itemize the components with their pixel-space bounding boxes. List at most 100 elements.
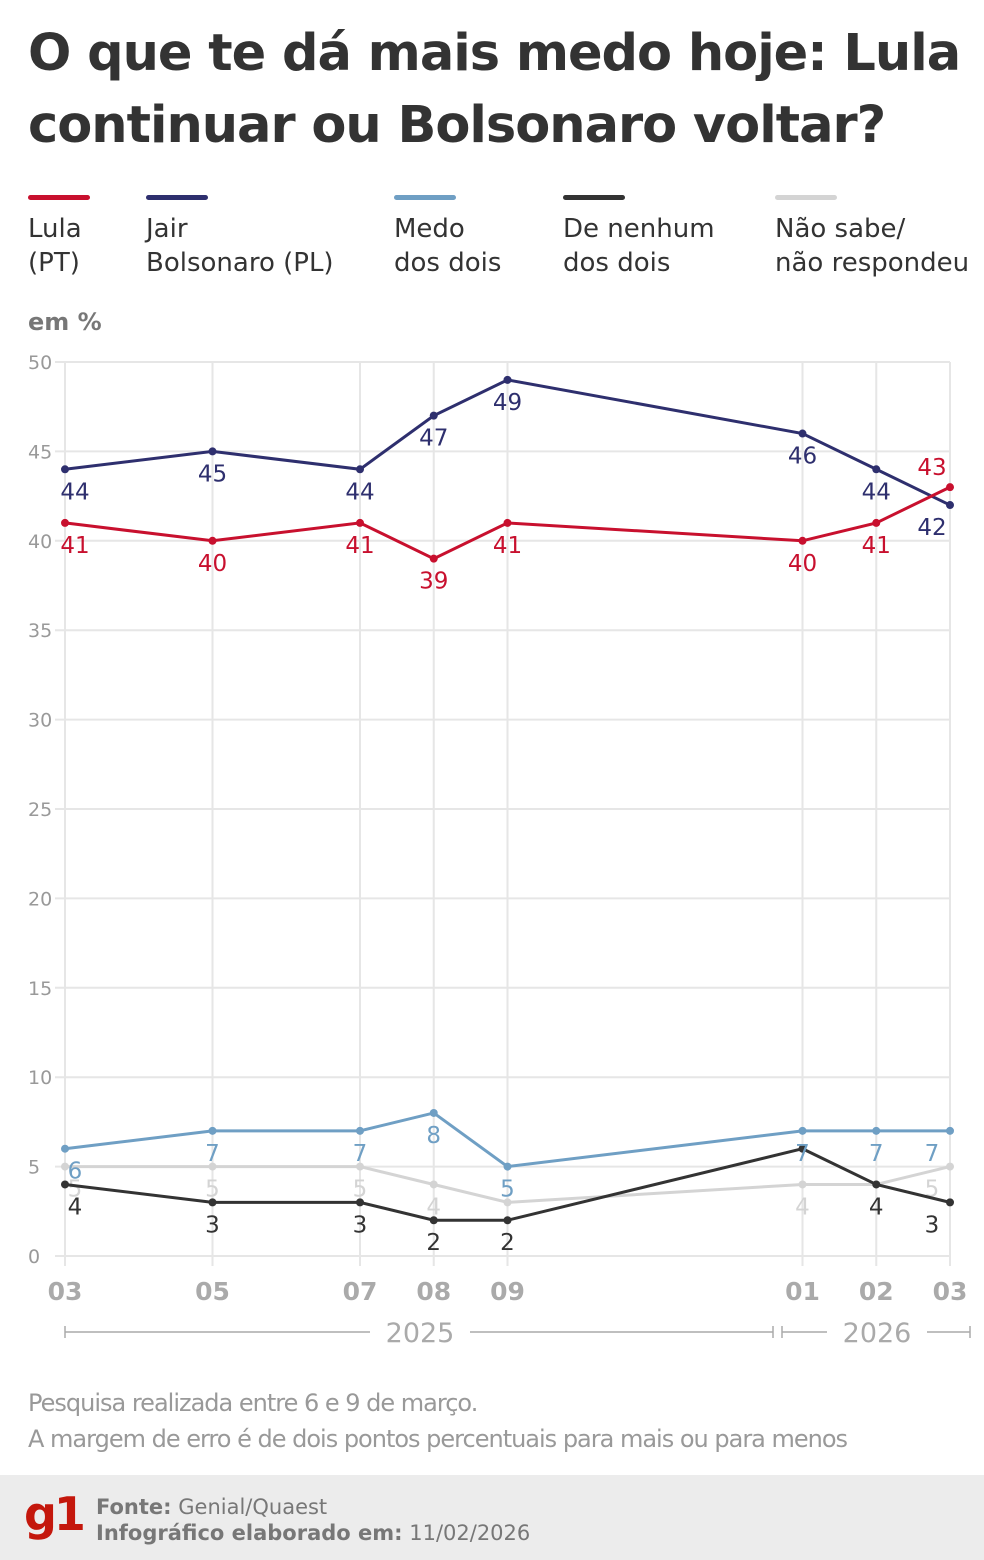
value-label: 4 [426,1194,441,1220]
point [356,465,364,474]
value-label: 43 [917,455,946,481]
point [429,1108,438,1117]
value-label: 8 [426,1123,441,1149]
point [356,518,364,527]
x-tick-label: 09 [490,1277,525,1306]
point [356,1126,364,1135]
value-label: 46 [788,444,817,470]
point [872,518,881,527]
notes: Pesquisa realizada entre 6 e 9 de março.… [28,1385,848,1457]
x-tick-label: 05 [195,1277,230,1306]
value-label: 47 [419,426,448,452]
legend-swatch [146,195,208,200]
value-label: 7 [925,1141,940,1167]
logo: g1 [24,1487,86,1541]
point [503,1216,512,1225]
point [208,1162,217,1171]
value-label: 3 [205,1212,220,1238]
x-tick-label: 07 [343,1277,378,1306]
value-label: 41 [345,533,374,559]
value-label: 44 [60,479,89,505]
legend-item: Medo dos dois [394,195,501,280]
point [61,1162,69,1171]
value-label: 40 [788,551,817,577]
series-line [64,1111,950,1169]
value-label: 7 [353,1141,368,1167]
x-tick-label: 03 [933,1277,968,1306]
y-tick-label: 0 [28,1246,40,1268]
y-tick-label: 50 [28,352,52,374]
point [356,1162,364,1171]
point [872,1180,881,1189]
point [946,501,954,510]
point [208,536,217,545]
y-tick-label: 20 [28,888,52,910]
y-tick-label: 30 [28,710,52,732]
value-label: 5 [353,1177,368,1203]
point [429,411,438,420]
legend-swatch [394,195,456,200]
y-tick-label: 15 [28,978,52,1000]
source: Genial/Quaest [178,1495,328,1519]
value-label: 2 [500,1230,515,1256]
series-line [64,485,951,561]
point [61,518,69,527]
legend-item: Jair Bolsonaro (PL) [146,195,334,280]
value-label: 42 [917,515,946,541]
y-tick-label: 35 [28,620,52,642]
x-tick-label: 03 [48,1277,83,1306]
series-line [65,1165,951,1204]
legend-label: Não sabe/ não respondeu [775,214,970,278]
x-tick-label: 08 [416,1277,451,1306]
value-label: 44 [862,479,891,505]
value-label: 3 [353,1212,368,1238]
value-label: 39 [419,569,448,595]
y-tick-label: 40 [28,531,52,553]
point [429,1216,438,1225]
legend-swatch [563,195,625,200]
point [429,554,438,563]
point [798,1126,807,1135]
point [946,1126,954,1135]
date: 11/02/2026 [409,1521,531,1545]
value-label: 2 [426,1230,441,1256]
value-label: 41 [60,533,89,559]
value-label: 4 [68,1194,83,1220]
point [61,1180,69,1189]
point [798,536,807,545]
x-tick-label: 01 [785,1277,820,1306]
point [208,1198,217,1207]
year-label: 2026 [843,1318,912,1349]
point [208,447,217,456]
note: A margem de erro é de dois pontos percen… [28,1425,848,1453]
point [61,465,69,474]
point [798,429,807,438]
source-line: Fonte: Genial/Quaest [96,1495,327,1519]
date-line: Infográfico elaborado em: 11/02/2026 [96,1521,530,1545]
point [946,1162,954,1171]
point [872,1126,881,1135]
point [208,1126,217,1135]
value-label: 4 [869,1194,884,1220]
legend-item: De nenhum dos dois [563,195,715,280]
value-label: 5 [68,1177,83,1203]
value-label: 7 [869,1141,884,1167]
series-line [64,378,951,507]
footer: g1 Fonte: Genial/Quaest Infográfico elab… [0,1475,984,1560]
y-tick-label: 5 [28,1157,40,1179]
value-label: 44 [345,479,374,505]
y-axis-label: em % [28,308,102,336]
legend-swatch [28,195,90,200]
legend-label: Jair Bolsonaro (PL) [146,214,334,278]
point [872,465,881,474]
y-tick-label: 45 [28,441,52,463]
point [798,1180,807,1189]
y-tick-label: 25 [28,799,52,821]
point [503,1198,512,1207]
value-label: 7 [205,1141,220,1167]
value-label: 40 [198,551,227,577]
legend-item: Lula (PT) [28,195,90,280]
chart-title: O que te dá mais medo hoje: Lula continu… [28,24,961,155]
value-label: 41 [862,533,891,559]
